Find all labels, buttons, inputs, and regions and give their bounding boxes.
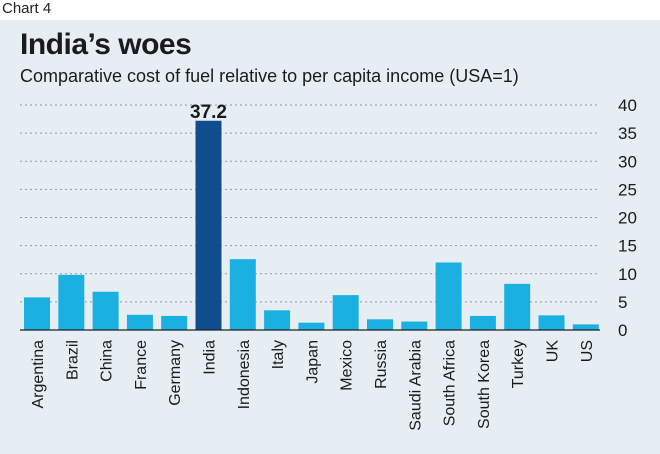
- chart-subtitle: Comparative cost of fuel relative to per…: [20, 66, 519, 86]
- bar-china: [92, 291, 119, 330]
- bar-saudi-arabia: [401, 321, 428, 330]
- chart-title: India’s woes: [20, 28, 192, 61]
- y-tick-label: 30: [618, 152, 637, 171]
- bar-data-label: 37.2: [190, 102, 227, 123]
- x-category-label: France: [133, 340, 150, 390]
- bar-brazil: [58, 274, 85, 330]
- x-category-label: Russia: [373, 340, 390, 389]
- y-tick-label: 10: [618, 265, 637, 284]
- y-tick-label: 20: [618, 209, 637, 228]
- bar-uk: [538, 315, 565, 330]
- bar-mexico: [332, 295, 359, 330]
- bar-turkey: [504, 283, 531, 330]
- x-category-label: Turkey: [510, 340, 527, 388]
- x-category-label: Saudi Arabia: [407, 340, 424, 431]
- bar-japan: [298, 322, 325, 330]
- bar-chart-plot: 0 5 10 15 20 25 30 35 40 Argentina Brazil China Fran…: [20, 96, 637, 431]
- bar-india: [195, 120, 222, 330]
- bar-south-korea: [469, 315, 496, 330]
- bar-us: [572, 324, 599, 330]
- x-category-label: Italy: [270, 340, 287, 369]
- bar-germany: [161, 315, 188, 330]
- x-category-label: UK: [545, 340, 562, 363]
- y-tick-label: 35: [618, 124, 637, 143]
- x-category-label: China: [99, 340, 116, 382]
- x-category-label: South Korea: [476, 340, 493, 429]
- x-category-label: Mexico: [339, 340, 356, 391]
- bar-indonesia: [229, 259, 256, 330]
- x-category-label: Japan: [304, 340, 321, 384]
- x-category-label: Brazil: [64, 340, 81, 380]
- bar-south-africa: [435, 262, 462, 330]
- x-category-label: South Africa: [442, 340, 459, 426]
- chart-panel: India’s woes Comparative cost of fuel re…: [0, 20, 660, 454]
- y-tick-label: 5: [618, 293, 627, 312]
- bar-argentina: [24, 297, 50, 330]
- x-category-label: US: [579, 340, 596, 362]
- x-category-label: India: [202, 340, 219, 375]
- bar-italy: [264, 310, 291, 330]
- y-tick-label: 40: [618, 96, 637, 115]
- x-category-label: Germany: [167, 340, 184, 406]
- y-tick-label: 15: [618, 237, 637, 256]
- bar-france: [126, 314, 153, 330]
- x-category-label: Argentina: [30, 340, 47, 409]
- y-tick-label: 25: [618, 180, 637, 199]
- y-tick-label: 0: [618, 321, 627, 340]
- bar-russia: [367, 319, 393, 330]
- chart-number-label: Chart 4: [2, 0, 52, 17]
- x-category-label: Indonesia: [236, 340, 253, 409]
